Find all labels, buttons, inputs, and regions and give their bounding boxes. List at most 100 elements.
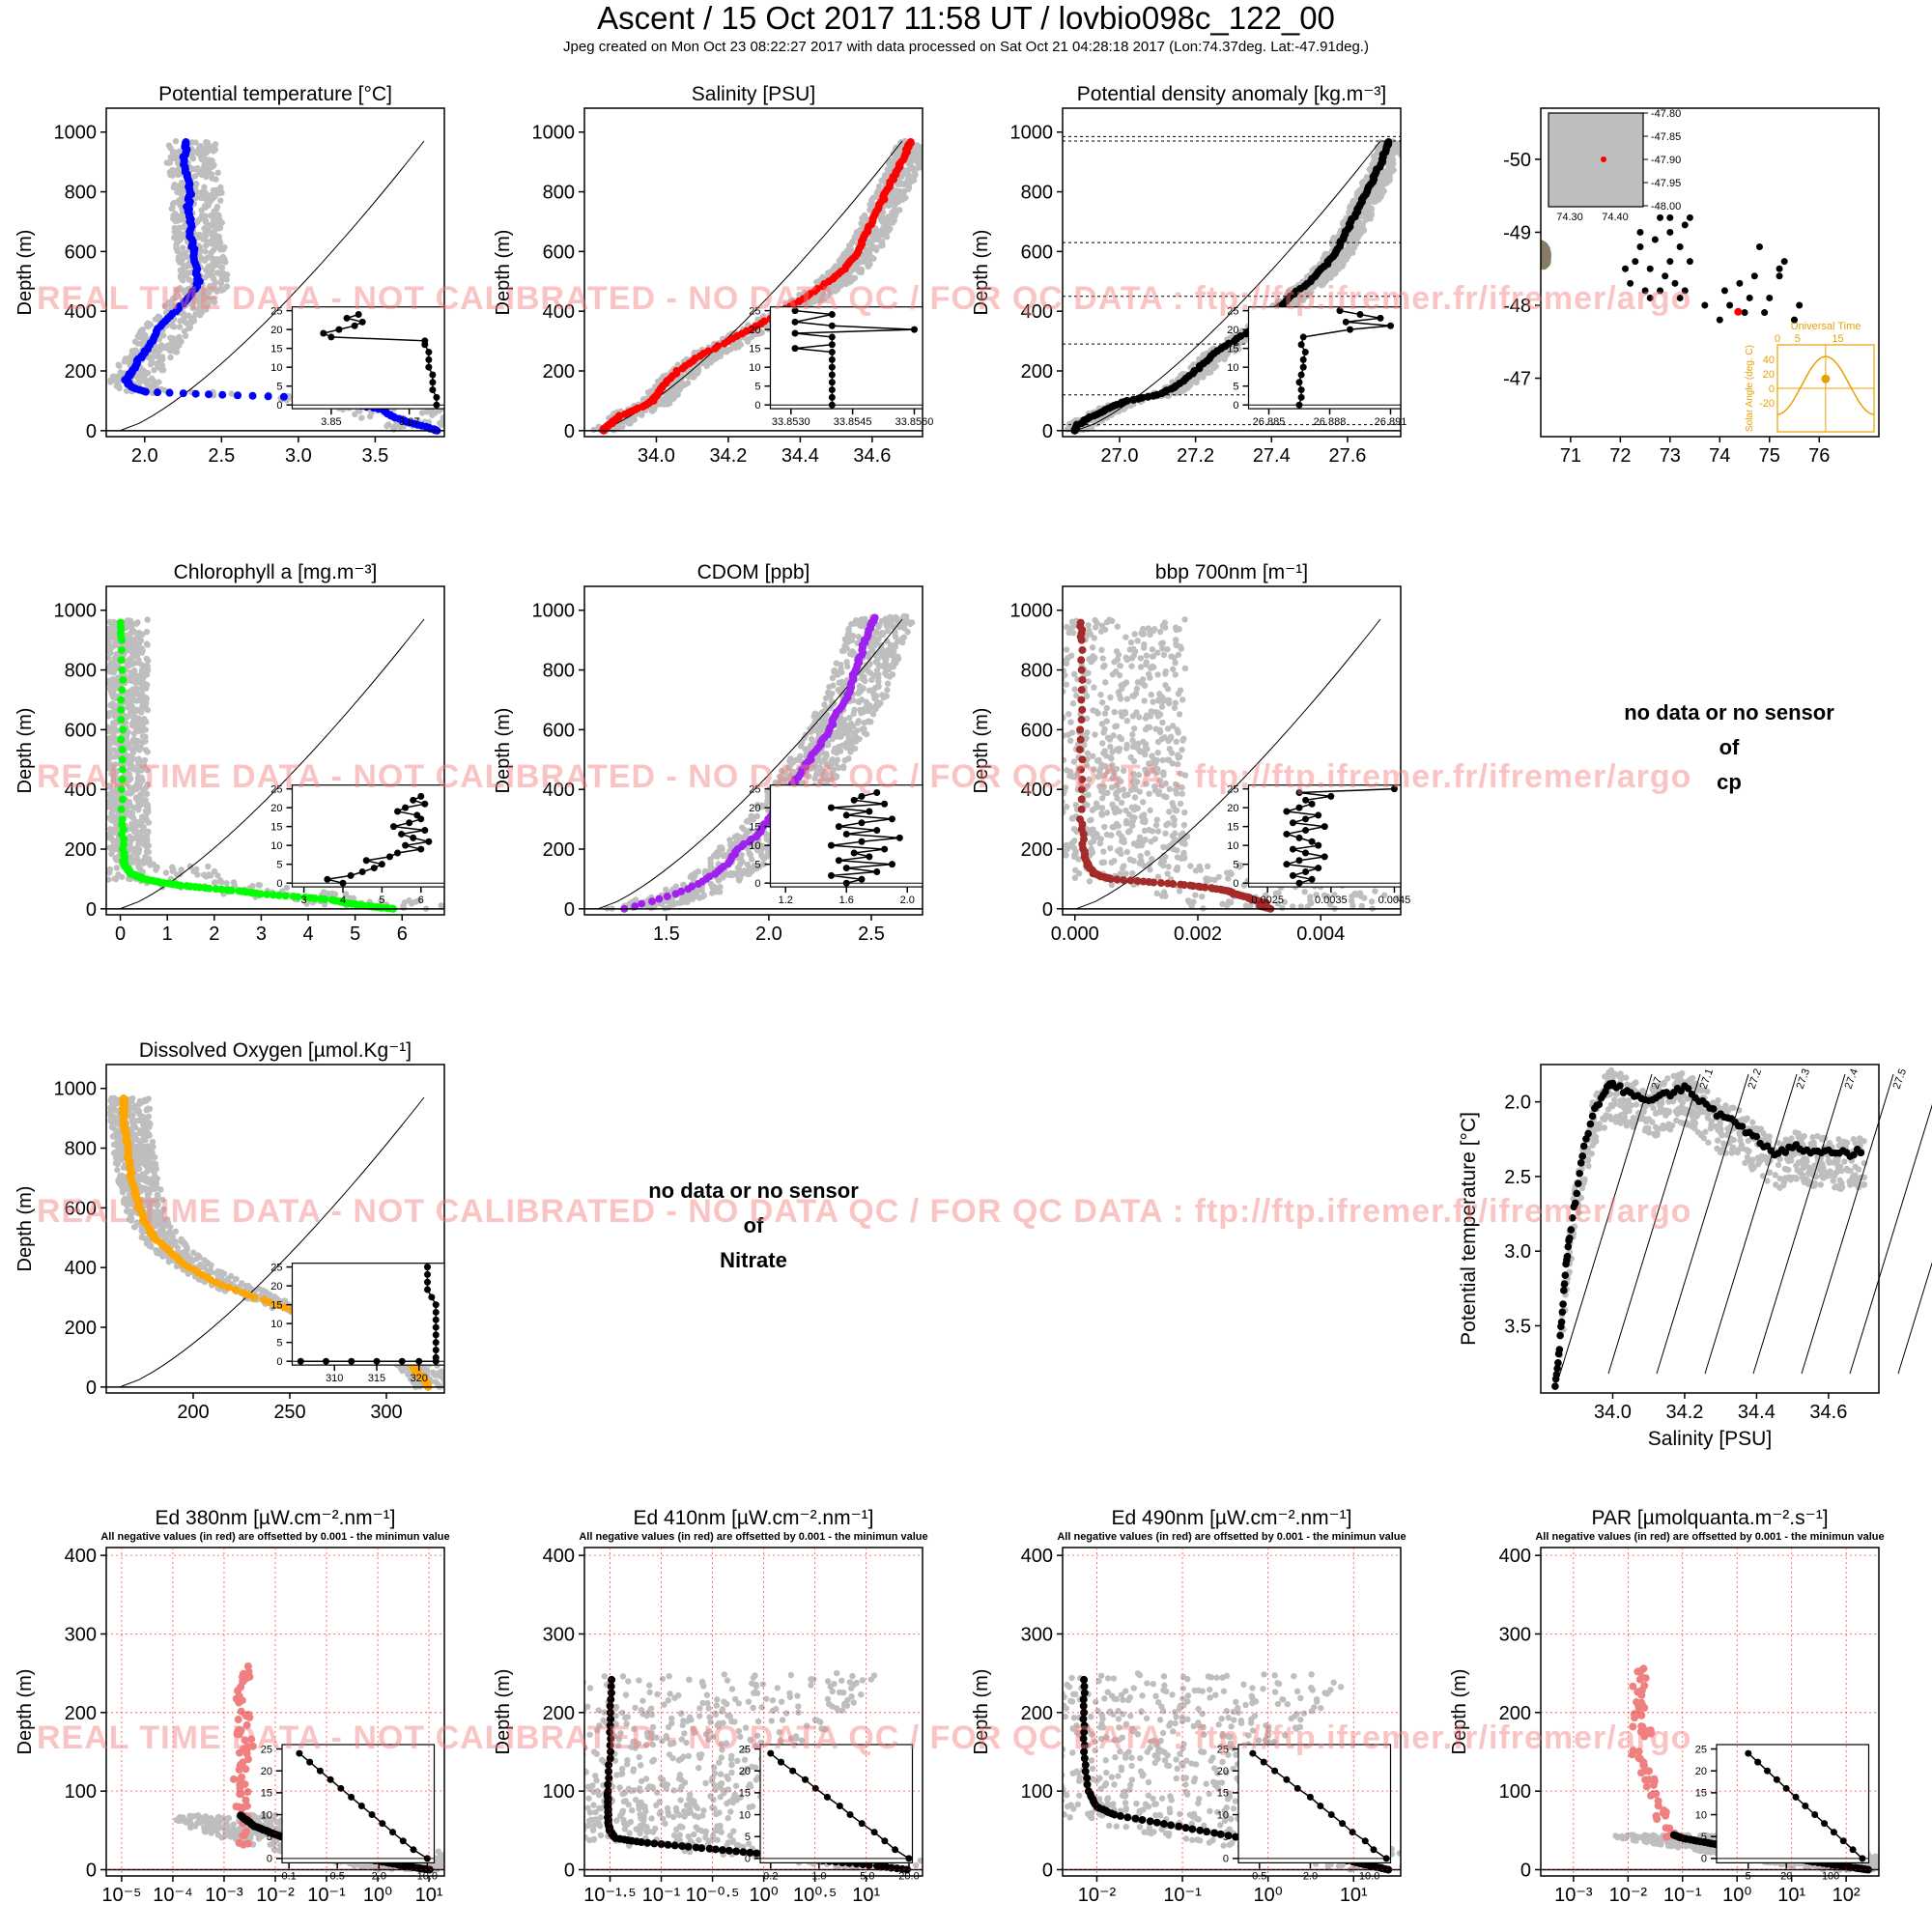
historical-point <box>726 837 733 843</box>
inset-y-tick-label: 25 <box>270 783 282 795</box>
panel-title: Chlorophyll a [mg.m⁻³] <box>174 561 378 583</box>
historical-point <box>208 264 214 271</box>
x-tick-label: 2 <box>209 923 219 945</box>
inset-point <box>828 393 836 401</box>
inset-point <box>791 329 799 337</box>
historical-point <box>440 414 444 421</box>
historical-point <box>182 250 188 257</box>
y-tick-label: 0 <box>86 899 97 921</box>
profile-point <box>212 885 220 894</box>
inset-y-tick-label: 10 <box>270 362 282 374</box>
historical-point <box>221 256 228 263</box>
y-tick-label: 600 <box>65 242 97 263</box>
historical-point <box>142 370 150 377</box>
inset-point <box>828 355 836 363</box>
historical-point <box>196 298 203 305</box>
historical-point <box>1372 198 1379 205</box>
historical-point <box>889 219 896 226</box>
historical-point <box>132 708 139 715</box>
historical-point <box>135 377 142 384</box>
historical-point <box>724 347 730 354</box>
historical-point <box>123 387 130 394</box>
historical-point <box>144 641 151 648</box>
historical-point <box>890 151 896 157</box>
float-position <box>1761 309 1769 317</box>
page-title: Ascent / 15 Oct 2017 11:58 UT / lovbio09… <box>597 0 1335 36</box>
historical-point <box>97 864 102 869</box>
historical-point <box>147 384 154 390</box>
historical-point <box>100 870 106 876</box>
historical-point <box>135 632 143 639</box>
historical-point <box>896 181 903 187</box>
historical-point <box>144 657 152 665</box>
historical-point <box>197 194 205 202</box>
x-tick-label: 34.4 <box>781 445 819 467</box>
y-tick-label: 0 <box>86 421 97 442</box>
float-position <box>1741 309 1748 317</box>
historical-point <box>847 268 855 274</box>
historical-point <box>134 775 142 782</box>
float-position <box>1681 287 1689 295</box>
historical-point <box>203 303 211 310</box>
historical-point <box>625 419 633 426</box>
historical-point <box>1318 281 1325 289</box>
historical-point <box>1338 254 1345 262</box>
float-position <box>1666 228 1674 236</box>
x-tick-label: 27.2 <box>1177 445 1214 467</box>
inset-point <box>358 867 366 875</box>
sun-x-tick-label: 0 <box>1775 333 1780 345</box>
inset-y-tick-label: 5 <box>1233 382 1238 393</box>
historical-point <box>213 206 220 213</box>
historical-point <box>203 144 210 151</box>
x-tick-label: 4 <box>302 923 313 945</box>
historical-point <box>663 389 669 396</box>
historical-point <box>456 411 462 416</box>
y-tick-label: 400 <box>65 301 97 323</box>
historical-point <box>173 294 180 301</box>
historical-point <box>202 248 209 255</box>
historical-point <box>127 845 133 852</box>
historical-point <box>671 389 679 396</box>
historical-point <box>203 173 210 181</box>
profile-point <box>279 392 288 401</box>
profile-point <box>672 367 681 375</box>
historical-point <box>202 267 210 273</box>
float-position <box>1622 265 1629 272</box>
inset-point <box>402 804 410 811</box>
inset-point <box>1297 386 1305 394</box>
historical-point <box>110 773 117 780</box>
historical-point <box>650 406 657 412</box>
historical-point <box>155 313 161 320</box>
profile-point <box>117 645 126 654</box>
float-position <box>1627 279 1634 287</box>
inset-point <box>828 349 836 356</box>
historical-point <box>1380 187 1387 195</box>
historical-point <box>207 872 214 879</box>
historical-point <box>1219 352 1227 358</box>
inset-point <box>1299 363 1307 371</box>
historical-point <box>888 197 895 205</box>
float-position <box>1755 243 1763 251</box>
historical-point <box>139 326 147 333</box>
historical-point <box>202 189 209 196</box>
plot-frame <box>105 107 445 438</box>
historical-point <box>423 409 431 415</box>
historical-point <box>854 259 861 267</box>
historical-point <box>882 224 890 232</box>
historical-point <box>886 160 894 167</box>
historical-point <box>108 686 115 693</box>
plot-frame <box>769 306 923 410</box>
profile-point <box>118 666 127 674</box>
historical-point <box>437 419 444 426</box>
historical-point <box>908 165 916 172</box>
inset-point <box>1342 318 1350 326</box>
zoom-y-tick-label: -47.95 <box>1651 178 1681 189</box>
profile-point <box>165 388 174 397</box>
y-tick-label: 200 <box>543 361 575 383</box>
profile-point <box>289 892 298 900</box>
historical-point <box>178 338 185 345</box>
historical-point <box>135 766 143 774</box>
historical-point <box>106 866 114 873</box>
historical-point <box>143 815 150 822</box>
float-position <box>1636 228 1644 236</box>
